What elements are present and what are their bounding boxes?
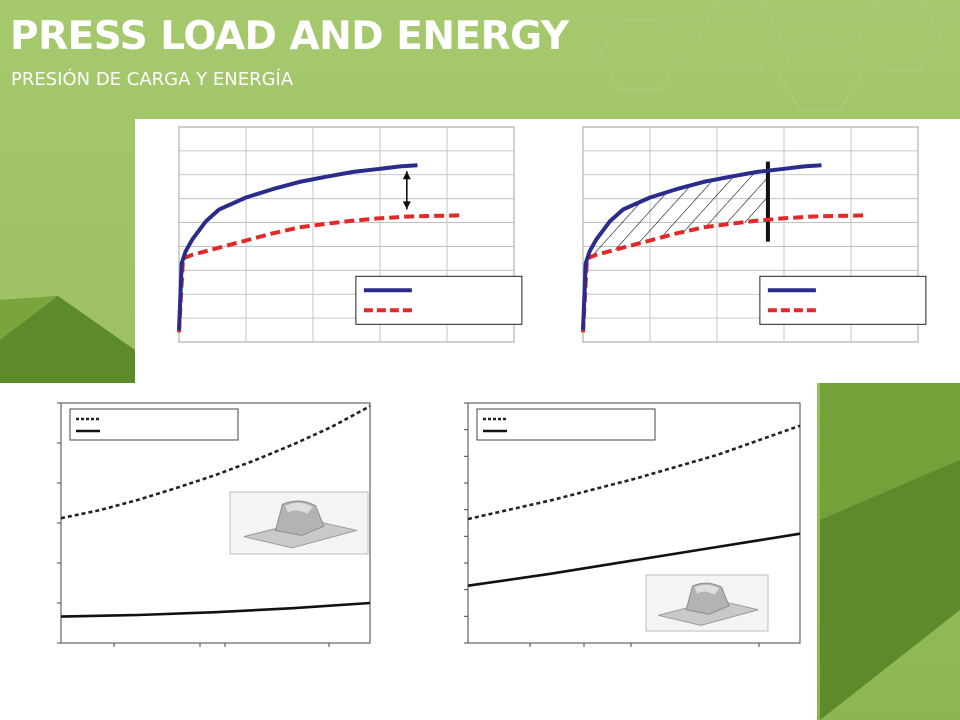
series-line-dp [177, 163, 418, 331]
stamped-part-illustration [229, 491, 369, 555]
series-line-drawing [467, 532, 801, 587]
series-line-drawing [60, 601, 371, 618]
stamped-part-illustration [645, 574, 769, 632]
energy-hatched-area [589, 170, 768, 258]
series-line-embossing [60, 405, 371, 520]
hexagon-pattern [599, 0, 941, 111]
legend-box [355, 275, 523, 325]
tonnage-arrow-head-up [402, 171, 411, 180]
tonnage-arrow-head-down [402, 201, 411, 210]
slide-subtitle: PRESIÓN DE CARGA Y ENERGÍA [11, 69, 294, 90]
series-line-hsla [177, 213, 461, 333]
part-highlight [285, 502, 313, 514]
legend-box [69, 408, 239, 441]
dark-green-triangle-left [0, 296, 135, 395]
light-green-triangle-left [0, 296, 58, 340]
light-green-panel-right [820, 380, 960, 520]
series-line-hsla [581, 213, 865, 333]
slide-title: PRESS LOAD AND ENERGY [10, 14, 569, 59]
legend-box [476, 408, 656, 441]
series-line-dp [581, 163, 822, 331]
series-line-embossing [467, 424, 801, 521]
legend-box [759, 275, 927, 325]
part-highlight [694, 584, 720, 595]
